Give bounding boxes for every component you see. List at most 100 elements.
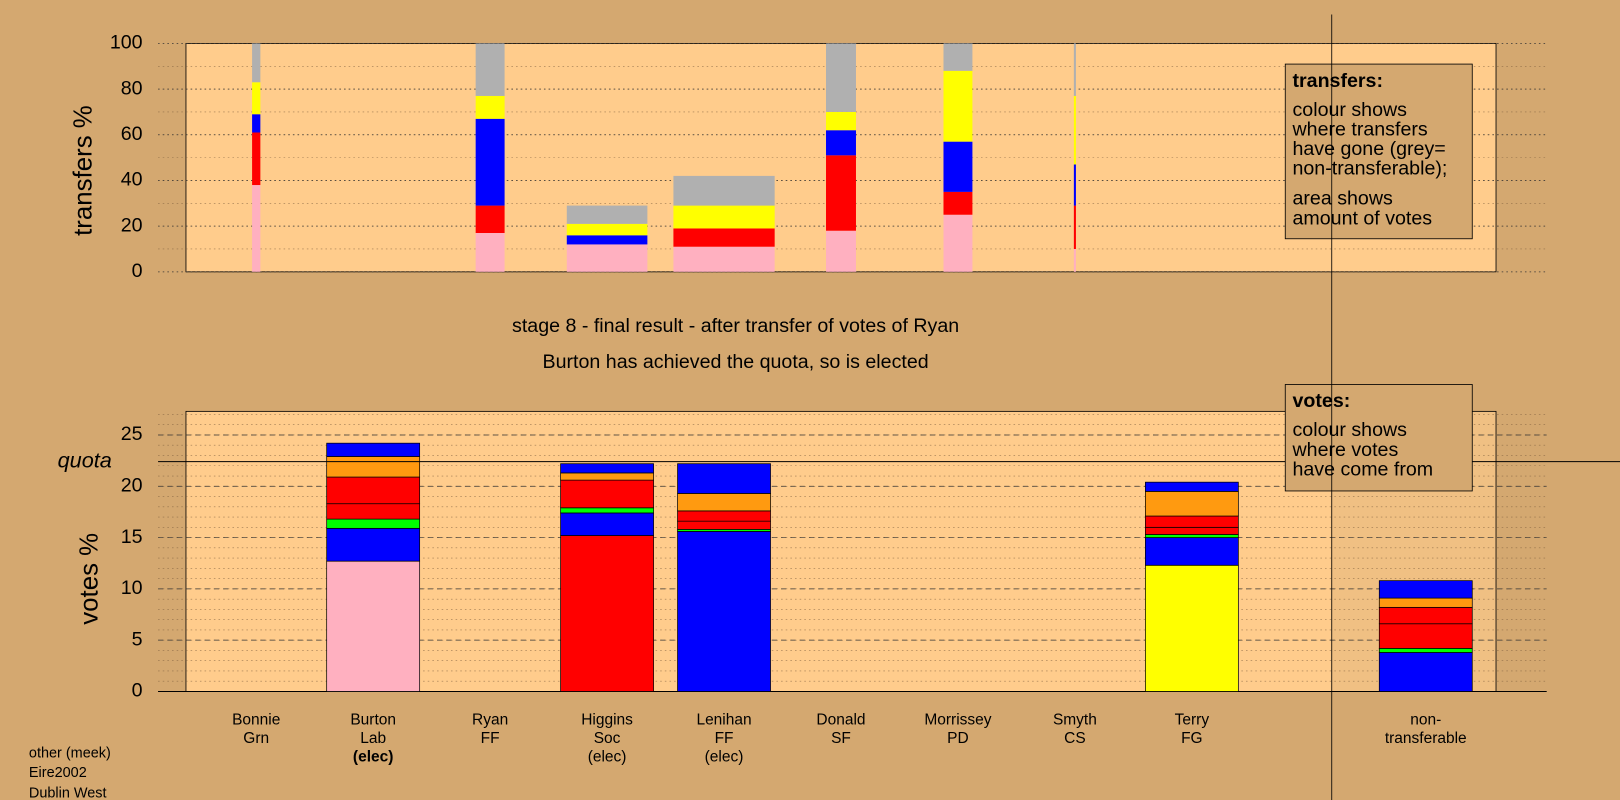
bar-segment <box>326 442 421 457</box>
bar-segment <box>1378 623 1473 649</box>
y-tick-label: 80 <box>121 77 143 99</box>
y-axis-label: votes % <box>76 533 104 625</box>
note-text: where votes <box>1291 439 1398 461</box>
bar-segment <box>943 214 973 272</box>
note-text: amount of votes <box>1292 207 1432 229</box>
bar-segment <box>677 520 771 530</box>
bar-segment <box>326 503 421 520</box>
category-label: PD <box>947 730 969 747</box>
bar-segment <box>943 141 973 192</box>
y-tick-label: 40 <box>121 169 143 191</box>
y-tick-label: 25 <box>121 423 143 445</box>
bar-segment <box>560 507 654 514</box>
bar-segment <box>326 560 421 692</box>
bar-segment <box>1145 526 1239 535</box>
category-label: Smyth <box>1053 712 1097 729</box>
bar-segment <box>326 518 421 529</box>
category-label: (elec) <box>705 749 744 766</box>
category-label: SF <box>831 730 851 747</box>
bar-segment <box>1073 95 1076 165</box>
bar-segment <box>1145 491 1239 517</box>
bar-segment <box>677 463 771 494</box>
bar-segment <box>560 479 654 509</box>
category-label: (elec) <box>588 749 627 766</box>
bar-segment <box>943 191 973 215</box>
quota-label: quota <box>58 447 112 472</box>
bar-segment <box>1145 537 1239 566</box>
bar-segment <box>673 246 775 272</box>
bar-segment <box>560 472 654 481</box>
category-label: FF <box>481 730 500 747</box>
bar-segment <box>1378 580 1473 599</box>
bar-segment <box>566 223 648 236</box>
category-label: non- <box>1410 712 1441 729</box>
bar-segment <box>560 512 654 536</box>
note-text: where transfers <box>1291 118 1427 140</box>
bar-segment <box>1073 164 1076 206</box>
heading: stage 8 - final result - after transfer … <box>512 315 959 337</box>
y-tick-label: 15 <box>121 526 143 548</box>
heading: Burton has achieved the quota, so is ele… <box>543 351 929 373</box>
category-label: Higgins <box>581 712 633 729</box>
category-label: (elec) <box>353 749 393 766</box>
bar-segment <box>1073 43 1076 96</box>
note-title: votes: <box>1292 390 1350 412</box>
bar-segment <box>475 205 505 234</box>
note-text: have come from <box>1292 458 1433 480</box>
category-label: Burton <box>350 712 396 729</box>
y-tick-label: 20 <box>121 474 143 496</box>
bar-segment <box>677 510 771 522</box>
y-tick-label: 100 <box>110 32 143 54</box>
category-label: CS <box>1064 730 1086 747</box>
bar-segment <box>566 205 648 224</box>
note-text: colour shows <box>1292 99 1407 121</box>
category-label: transferable <box>1385 730 1467 747</box>
bar-segment <box>1378 652 1473 692</box>
y-tick-label: 0 <box>132 260 143 282</box>
category-label: Donald <box>816 712 865 729</box>
bar-segment <box>826 111 856 131</box>
bar-segment <box>826 130 856 156</box>
footer: Eire2002 <box>29 765 87 781</box>
note-text: have gone (grey= <box>1292 138 1445 160</box>
bar-segment <box>943 70 973 142</box>
note-text: non-transferable); <box>1292 158 1447 180</box>
bar-segment <box>252 132 261 186</box>
bar-segment <box>326 476 421 505</box>
bar-segment <box>475 233 505 272</box>
footer: other (meek) <box>29 745 111 761</box>
bar-segment <box>1073 248 1076 272</box>
bar-segment <box>326 456 421 478</box>
bar-segment <box>1378 606 1473 625</box>
bar-segment <box>677 531 771 692</box>
category-label: FF <box>715 730 734 747</box>
bar-segment <box>1145 534 1239 538</box>
bar-segment <box>560 463 654 474</box>
category-label: Morrissey <box>924 712 991 729</box>
note-box <box>1284 63 1473 240</box>
bar-segment <box>326 527 421 562</box>
category-label: Terry <box>1175 712 1210 729</box>
bar-segment <box>1378 597 1473 608</box>
category-label: Bonnie <box>232 712 280 729</box>
bar-segment <box>566 235 648 245</box>
category-label: FG <box>1181 730 1203 747</box>
y-tick-label: 10 <box>121 577 143 599</box>
y-tick-label: 60 <box>121 123 143 145</box>
y-tick-label: 20 <box>121 214 143 236</box>
bar-segment <box>677 493 771 512</box>
bar-segment <box>1145 515 1239 528</box>
bar-segment <box>560 535 654 692</box>
bar-segment <box>475 95 505 119</box>
category-label: Ryan <box>472 712 508 729</box>
bar-segment <box>252 185 261 272</box>
bar-segment <box>826 230 856 272</box>
bar-segment <box>1145 481 1239 492</box>
bar-segment <box>1145 564 1239 692</box>
bar-segment <box>826 43 856 112</box>
note-text: area shows <box>1292 188 1393 210</box>
bar-segment <box>943 43 973 71</box>
bar-segment <box>673 205 775 229</box>
category-label: Lab <box>360 730 386 747</box>
